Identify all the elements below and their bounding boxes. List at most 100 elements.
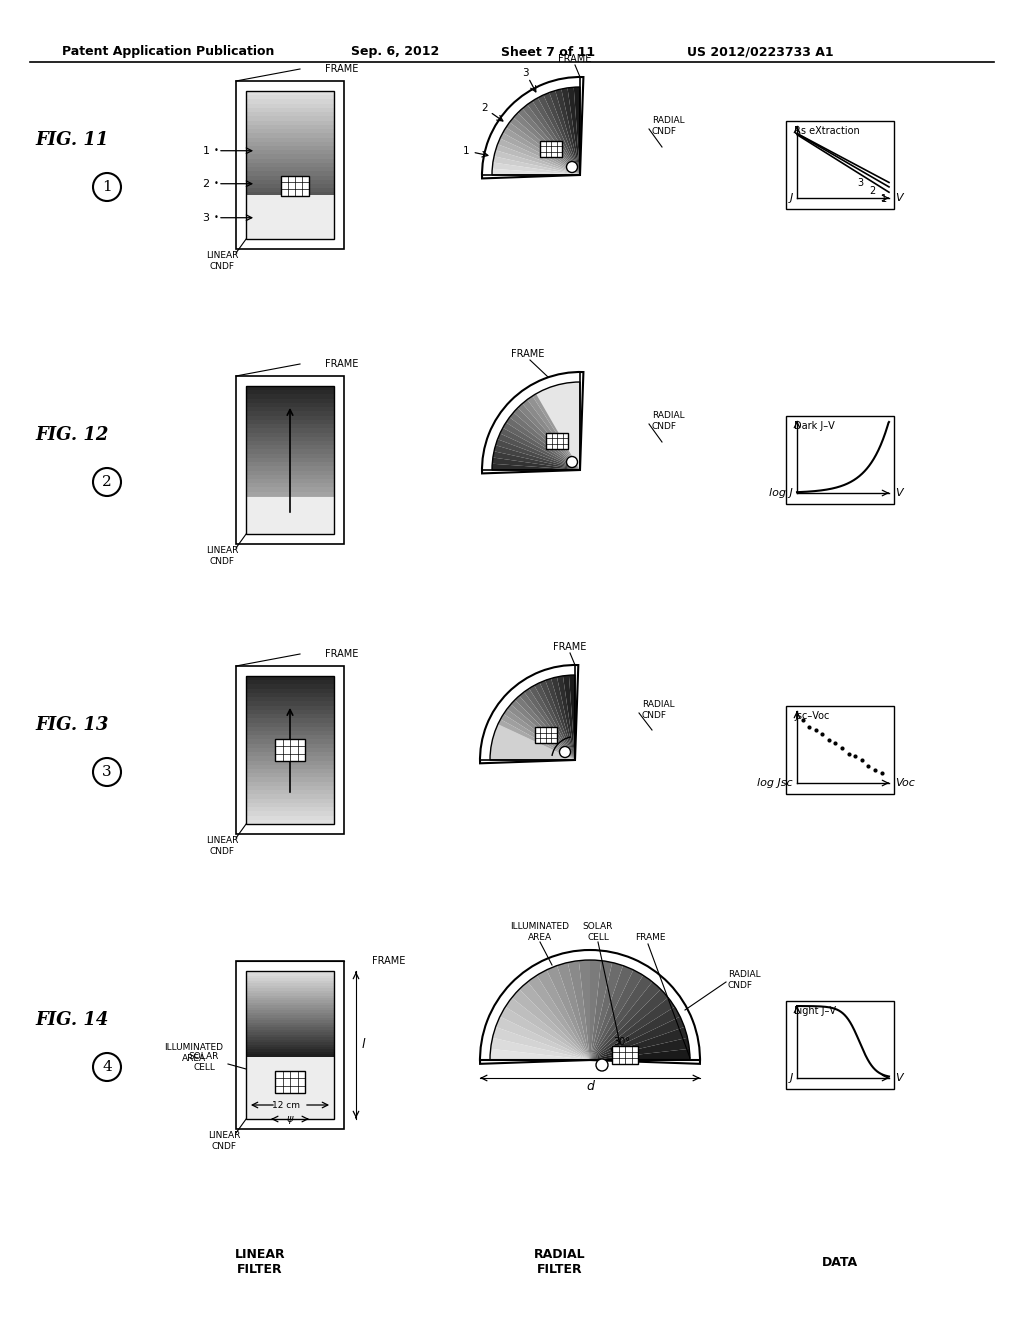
Wedge shape xyxy=(513,112,580,176)
Text: FRAME: FRAME xyxy=(325,63,358,74)
Bar xyxy=(246,1041,334,1044)
Bar xyxy=(246,799,334,803)
Circle shape xyxy=(566,161,578,173)
Bar xyxy=(246,99,334,104)
Bar xyxy=(246,1039,334,1041)
Wedge shape xyxy=(512,989,590,1060)
Wedge shape xyxy=(515,696,575,760)
Wedge shape xyxy=(567,961,590,1060)
Wedge shape xyxy=(522,400,580,470)
Wedge shape xyxy=(490,1049,590,1060)
Bar xyxy=(246,970,334,973)
Bar xyxy=(246,1057,334,1119)
Text: 12 cm: 12 cm xyxy=(272,1101,300,1110)
Bar xyxy=(246,1044,334,1047)
Text: Patent Application Publication: Patent Application Publication xyxy=(61,45,274,58)
Bar xyxy=(246,436,334,441)
Wedge shape xyxy=(492,737,575,760)
Wedge shape xyxy=(551,677,575,760)
Bar xyxy=(246,154,334,158)
Wedge shape xyxy=(496,144,580,176)
Bar xyxy=(246,987,334,990)
Text: 1: 1 xyxy=(102,180,112,194)
Wedge shape xyxy=(518,108,580,176)
Bar xyxy=(246,389,334,395)
Bar xyxy=(786,121,894,209)
Text: RADIAL
FILTER: RADIAL FILTER xyxy=(535,1247,586,1276)
Wedge shape xyxy=(546,678,575,760)
Wedge shape xyxy=(590,1027,687,1060)
Text: FRAME: FRAME xyxy=(635,933,666,942)
Wedge shape xyxy=(561,88,580,176)
Wedge shape xyxy=(503,128,580,176)
Bar xyxy=(275,739,305,762)
Bar xyxy=(246,512,334,517)
Wedge shape xyxy=(500,1007,590,1060)
Wedge shape xyxy=(590,989,669,1060)
Bar xyxy=(246,411,334,416)
Wedge shape xyxy=(532,393,580,470)
Text: d: d xyxy=(586,1080,594,1093)
Wedge shape xyxy=(500,428,580,470)
Wedge shape xyxy=(496,440,580,470)
Bar xyxy=(246,407,334,412)
Bar xyxy=(246,680,334,685)
Text: US 2012/0223733 A1: US 2012/0223733 A1 xyxy=(687,45,834,58)
Text: 1: 1 xyxy=(881,194,887,205)
Bar xyxy=(246,709,334,714)
Bar xyxy=(246,1052,334,1055)
Bar xyxy=(246,973,334,975)
Text: Rs eXtraction: Rs eXtraction xyxy=(794,125,860,136)
Text: RADIAL
CNDF: RADIAL CNDF xyxy=(642,701,675,719)
Text: FRAME: FRAME xyxy=(511,348,545,359)
Wedge shape xyxy=(490,742,575,760)
Circle shape xyxy=(596,1059,608,1071)
Wedge shape xyxy=(537,970,590,1060)
Wedge shape xyxy=(510,117,580,176)
Text: Light J–V: Light J–V xyxy=(794,1006,836,1016)
Bar xyxy=(786,706,894,795)
Wedge shape xyxy=(573,87,580,176)
Text: LINEAR
FILTER: LINEAR FILTER xyxy=(234,1247,286,1276)
Bar xyxy=(246,495,334,500)
Bar xyxy=(246,525,334,529)
Bar xyxy=(246,1024,334,1027)
Text: 3: 3 xyxy=(857,178,863,187)
Wedge shape xyxy=(519,692,575,760)
Circle shape xyxy=(566,457,578,467)
Bar xyxy=(236,376,344,544)
Bar xyxy=(246,133,334,137)
Bar xyxy=(246,116,334,120)
Text: log Jsc: log Jsc xyxy=(758,777,793,788)
Bar xyxy=(246,978,334,981)
Wedge shape xyxy=(507,705,575,760)
Circle shape xyxy=(559,747,570,758)
Wedge shape xyxy=(506,123,580,176)
Circle shape xyxy=(93,173,121,201)
Bar xyxy=(246,393,334,399)
Text: RADIAL
CNDF: RADIAL CNDF xyxy=(728,970,761,990)
Bar xyxy=(246,760,334,764)
Bar xyxy=(786,416,894,504)
Wedge shape xyxy=(557,676,575,760)
Bar xyxy=(246,107,334,112)
Wedge shape xyxy=(532,98,580,176)
Bar xyxy=(246,428,334,433)
Wedge shape xyxy=(527,100,580,176)
Bar xyxy=(246,1018,334,1020)
Text: Sep. 6, 2012: Sep. 6, 2012 xyxy=(351,45,439,58)
Bar xyxy=(246,218,334,222)
Bar xyxy=(246,684,334,689)
Bar xyxy=(246,718,334,722)
Text: log J: log J xyxy=(769,488,793,498)
Bar xyxy=(246,793,334,799)
Bar xyxy=(246,1053,334,1057)
Text: 1: 1 xyxy=(463,147,470,156)
Wedge shape xyxy=(490,754,575,760)
Bar xyxy=(246,722,334,727)
Bar xyxy=(246,981,334,983)
Wedge shape xyxy=(535,682,575,760)
Wedge shape xyxy=(555,384,580,470)
Text: FIG. 14: FIG. 14 xyxy=(35,1011,109,1030)
Wedge shape xyxy=(504,709,575,760)
